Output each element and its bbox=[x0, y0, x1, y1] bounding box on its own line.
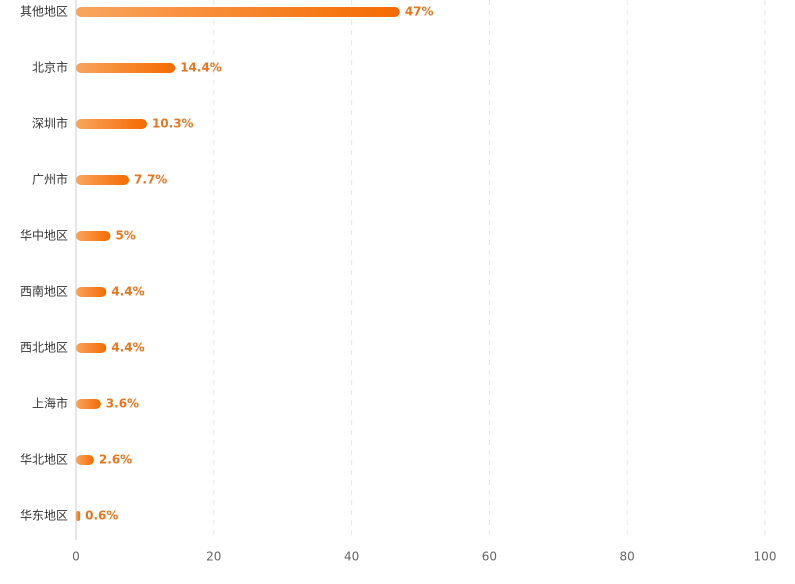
y-tick-label: 西南地区 bbox=[20, 284, 68, 299]
bar bbox=[76, 511, 81, 521]
bar bbox=[76, 399, 101, 409]
bar bbox=[76, 231, 111, 241]
y-tick-label: 西北地区 bbox=[20, 341, 68, 355]
y-tick-label: 其他地区 bbox=[20, 5, 68, 19]
data-label: 2.6% bbox=[99, 453, 132, 467]
bar bbox=[76, 287, 107, 297]
y-tick-label: 上海市 bbox=[32, 396, 68, 411]
y-tick-label: 北京市 bbox=[32, 60, 68, 75]
bar bbox=[76, 175, 130, 185]
data-label: 4.4% bbox=[111, 341, 144, 355]
data-label: 7.7% bbox=[134, 173, 167, 187]
y-tick-label: 华东地区 bbox=[20, 509, 68, 523]
y-tick-label: 华北地区 bbox=[20, 453, 68, 467]
y-tick-label: 深圳市 bbox=[32, 116, 68, 131]
y-tick-label: 广州市 bbox=[32, 172, 68, 187]
data-label: 4.4% bbox=[111, 285, 144, 299]
y-tick-label: 华中地区 bbox=[20, 228, 68, 243]
x-tick-label: 80 bbox=[620, 550, 635, 564]
bar bbox=[76, 119, 147, 129]
x-tick-label: 0 bbox=[72, 550, 80, 564]
bar bbox=[76, 7, 400, 17]
x-tick-label: 40 bbox=[344, 550, 359, 564]
x-tick-label: 60 bbox=[482, 550, 497, 564]
bar bbox=[76, 455, 94, 465]
bar bbox=[76, 343, 107, 353]
bar bbox=[76, 63, 176, 73]
data-label: 10.3% bbox=[152, 117, 194, 131]
data-label: 3.6% bbox=[106, 397, 139, 411]
data-label: 14.4% bbox=[180, 61, 222, 75]
data-label: 5% bbox=[115, 229, 135, 243]
data-label: 0.6% bbox=[85, 509, 118, 523]
x-tick-label: 100 bbox=[754, 550, 777, 564]
data-label: 47% bbox=[405, 5, 434, 19]
x-tick-label: 20 bbox=[206, 550, 221, 564]
